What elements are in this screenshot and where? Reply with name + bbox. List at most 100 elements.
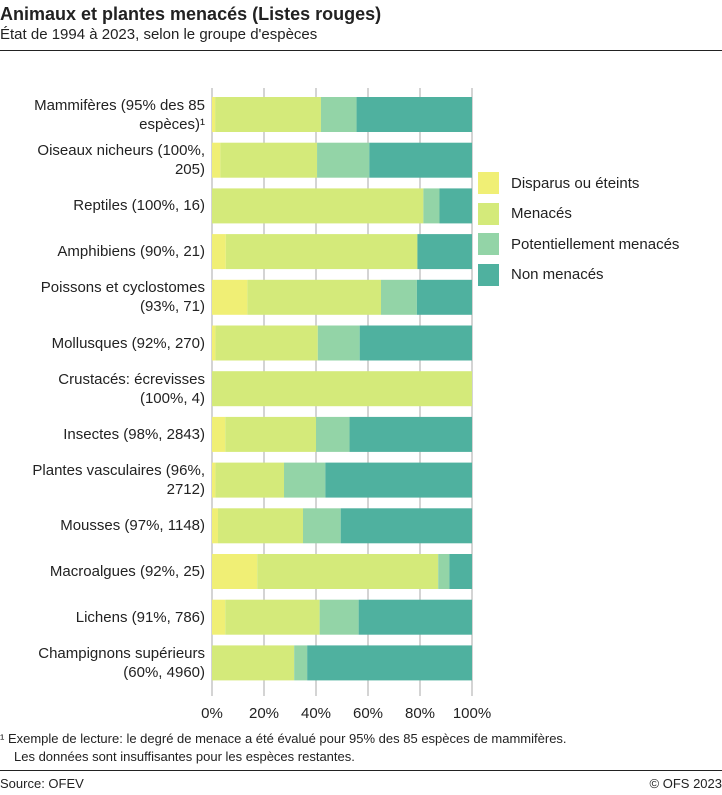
bar-segment bbox=[294, 645, 308, 681]
category-label-line: Crustacés: écrevisses bbox=[58, 370, 205, 388]
bar-segment bbox=[225, 599, 320, 635]
category-label-line: Mollusques (92%, 270) bbox=[51, 334, 205, 352]
category-label-line: Champignons supérieurs bbox=[38, 644, 205, 662]
bar-segment bbox=[439, 188, 472, 224]
legend-swatch bbox=[478, 233, 499, 255]
x-tick-label: 20% bbox=[248, 705, 280, 722]
category-label-line: Amphibiens (90%, 21) bbox=[57, 243, 205, 261]
bar-segment bbox=[356, 97, 472, 132]
legend-item: Menacés bbox=[478, 202, 572, 225]
bar-segment bbox=[369, 142, 472, 178]
category-label: Mollusques (92%, 270) bbox=[0, 334, 205, 353]
bar-segment bbox=[215, 97, 321, 132]
legend-swatch bbox=[478, 263, 499, 286]
footnote-line-1: ¹ Exemple de lecture: le degré de menace… bbox=[0, 731, 567, 746]
legend-item: Non menacés bbox=[478, 263, 604, 286]
bar-segment bbox=[220, 142, 318, 178]
category-label: Oiseaux nicheurs (100%, 205) bbox=[0, 141, 205, 179]
bar-segment bbox=[212, 554, 258, 589]
bar-segment bbox=[257, 554, 439, 589]
bar-segment bbox=[212, 325, 216, 361]
category-label-line: Lichens (91%, 786) bbox=[75, 608, 205, 626]
bar-segment bbox=[212, 188, 424, 224]
category-label: Macroalgues (92%, 25) bbox=[0, 562, 205, 581]
footnote-line-2: Les données sont insuffisantes pour les … bbox=[14, 749, 355, 764]
copyright: © OFS 2023 bbox=[649, 776, 722, 791]
category-label-line: Insectes (98%, 2843) bbox=[63, 425, 205, 443]
plot-area bbox=[211, 88, 473, 696]
category-label-line: espèces)¹ bbox=[139, 115, 205, 133]
bar-segment bbox=[381, 279, 417, 315]
bar-segment bbox=[417, 234, 472, 270]
category-label-line: Mousses (97%, 1148) bbox=[60, 517, 205, 535]
x-tick-label: 0% bbox=[201, 705, 223, 722]
bar-segment bbox=[340, 508, 472, 544]
category-label-line: Oiseaux nicheurs (100%, bbox=[37, 142, 205, 160]
category-label: Reptiles (100%, 16) bbox=[0, 196, 205, 215]
bar-segment bbox=[449, 554, 472, 589]
category-label: Mousses (97%, 1148) bbox=[0, 516, 205, 535]
bar-segment bbox=[303, 508, 341, 544]
bar-segment bbox=[423, 188, 440, 224]
category-label: Poissons et cyclostomes (93%, 71) bbox=[0, 278, 205, 316]
divider bbox=[0, 50, 722, 51]
category-label-line: Reptiles (100%, 16) bbox=[73, 197, 205, 215]
bar-segment bbox=[212, 508, 218, 544]
bar-segment bbox=[212, 97, 216, 132]
legend-label: Non menacés bbox=[511, 266, 604, 283]
category-label: Crustacés: écrevisses (100%, 4) bbox=[0, 370, 205, 408]
chart-subtitle: État de 1994 à 2023, selon le groupe d'e… bbox=[0, 26, 318, 43]
bar-segment bbox=[438, 554, 450, 589]
bar-segment bbox=[215, 462, 285, 498]
bar-segment bbox=[349, 416, 472, 452]
bar-segment bbox=[212, 142, 221, 178]
bar-segment bbox=[212, 645, 295, 681]
bar-segment bbox=[212, 416, 226, 452]
bar-segment bbox=[284, 462, 326, 498]
category-label: Insectes (98%, 2843) bbox=[0, 425, 205, 444]
category-label-line: 2712) bbox=[166, 481, 205, 499]
bar-segment bbox=[225, 416, 316, 452]
bar-segment bbox=[217, 508, 303, 544]
x-tick-label: 80% bbox=[404, 705, 436, 722]
bar-segment bbox=[320, 97, 357, 132]
bar-segment bbox=[317, 325, 360, 361]
category-label: Plantes vasculaires (96%, 2712) bbox=[0, 461, 205, 499]
legend-swatch bbox=[478, 172, 499, 194]
bar-segment bbox=[212, 371, 472, 407]
legend-label: Disparus ou éteints bbox=[511, 174, 640, 192]
bar-segment bbox=[359, 325, 472, 361]
bar-segment bbox=[358, 599, 472, 635]
x-tick-label: 100% bbox=[452, 705, 492, 722]
bar-segment bbox=[247, 279, 381, 315]
legend-label: Potentiellement menacés bbox=[511, 235, 680, 253]
bar-segment bbox=[416, 279, 472, 315]
bar-segment bbox=[225, 234, 418, 270]
bar-segment bbox=[319, 599, 359, 635]
category-label: Champignons supérieurs (60%, 4960) bbox=[0, 644, 205, 682]
bar-segment bbox=[212, 279, 248, 315]
x-tick-label: 40% bbox=[300, 705, 332, 722]
category-label-line: Mammifères (95% des 85 bbox=[34, 96, 205, 114]
bar-segment bbox=[215, 325, 318, 361]
legend-item: Potentiellement menacés bbox=[478, 233, 679, 255]
bar-segment bbox=[316, 416, 350, 452]
category-label-line: (93%, 71) bbox=[139, 298, 205, 316]
legend-label: Menacés bbox=[511, 205, 572, 222]
category-label-line: 205) bbox=[174, 161, 205, 179]
category-label: Amphibiens (90%, 21) bbox=[0, 242, 205, 261]
category-label: Mammifères (95% des 85 espèces)¹ bbox=[0, 96, 205, 134]
legend-item: Disparus ou éteints bbox=[478, 172, 639, 194]
divider bbox=[0, 770, 722, 771]
category-label-line: Poissons et cyclostomes bbox=[40, 279, 205, 297]
category-label-line: Plantes vasculaires (96%, bbox=[32, 462, 205, 480]
category-label-line: Macroalgues (92%, 25) bbox=[49, 563, 205, 580]
bar-segment bbox=[212, 234, 226, 270]
bar-segment bbox=[212, 462, 216, 498]
bar-segment bbox=[212, 599, 226, 635]
bar-segment bbox=[325, 462, 472, 498]
category-label-line: (100%, 4) bbox=[139, 389, 205, 407]
legend-swatch bbox=[478, 202, 499, 225]
chart-title: Animaux et plantes menacés (Listes rouge… bbox=[0, 4, 382, 24]
